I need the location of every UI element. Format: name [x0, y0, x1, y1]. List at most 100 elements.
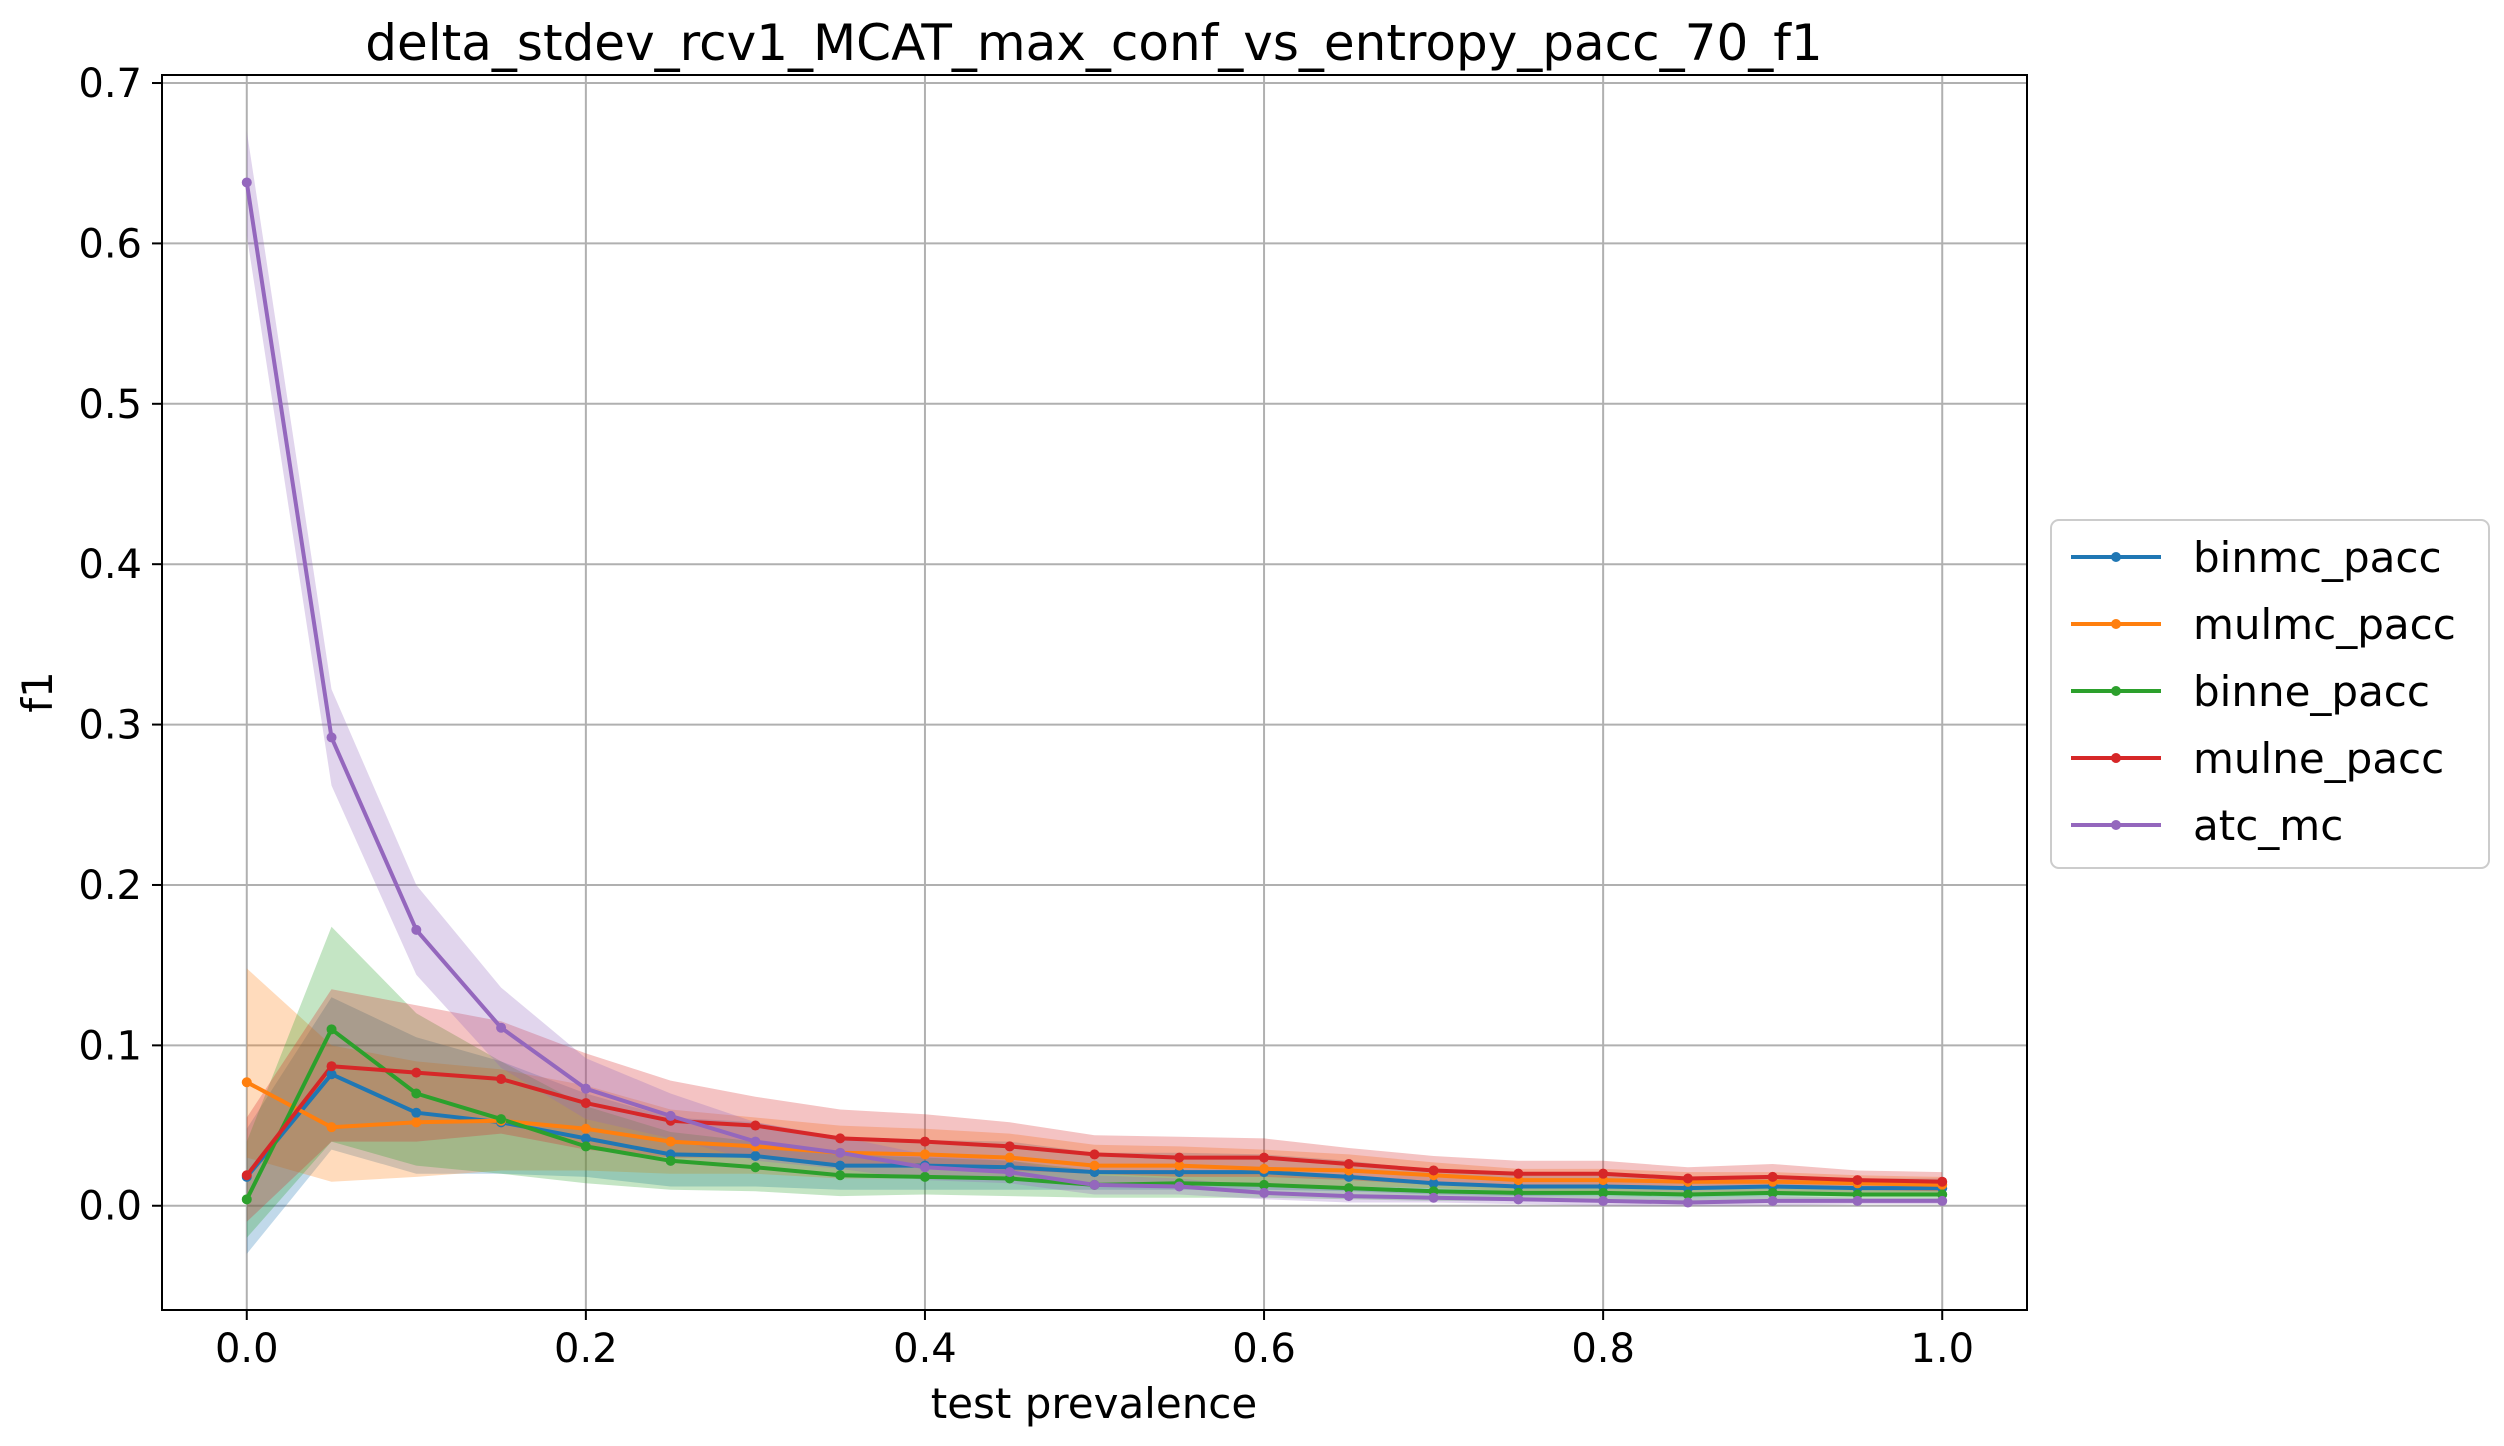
point-atc_mc	[1513, 1194, 1524, 1205]
point-atc_mc	[580, 1083, 591, 1094]
legend-marker-atc_mc	[2111, 820, 2121, 830]
point-mulne_pacc	[1343, 1159, 1354, 1170]
legend-box	[2050, 519, 2490, 869]
point-atc_mc	[1937, 1195, 1948, 1206]
legend: binmc_pacc mulmc_pacc binne_pacc mulne_pacc…	[2050, 519, 2490, 869]
x-tick-label: 1.0	[1910, 1326, 1974, 1372]
x-axis-label: test prevalence	[931, 1379, 1258, 1428]
point-atc_mc	[1852, 1195, 1863, 1206]
point-mulne_pacc	[1682, 1173, 1693, 1184]
point-binne_pacc	[1259, 1179, 1270, 1190]
point-binne_pacc	[1598, 1187, 1609, 1198]
point-atc_mc	[411, 924, 422, 935]
point-binne_pacc	[835, 1170, 846, 1181]
point-atc_mc	[665, 1110, 676, 1121]
y-tick-label: 0.0	[78, 1184, 142, 1230]
point-binne_pacc	[1343, 1183, 1354, 1194]
point-mulne_pacc	[1004, 1141, 1015, 1152]
point-mulne_pacc	[1428, 1165, 1439, 1176]
point-mulne_pacc	[1767, 1171, 1778, 1182]
point-mulmc_pacc	[1259, 1163, 1270, 1174]
point-binne_pacc	[411, 1088, 422, 1099]
point-binne_pacc	[750, 1162, 761, 1173]
grid	[162, 75, 2027, 1310]
point-binne_pacc	[241, 1194, 252, 1205]
point-mulne_pacc	[1937, 1176, 1948, 1187]
point-mulne_pacc	[496, 1074, 507, 1085]
point-binmc_pacc	[411, 1107, 422, 1118]
point-binmc_pacc	[750, 1151, 761, 1162]
point-mulmc_pacc	[1174, 1160, 1185, 1171]
point-atc_mc	[750, 1136, 761, 1147]
point-atc_mc	[1428, 1192, 1439, 1203]
y-tick-label: 0.1	[78, 1023, 142, 1069]
point-mulne_pacc	[411, 1067, 422, 1078]
x-tick-label: 0.0	[215, 1326, 279, 1372]
point-binne_pacc	[496, 1114, 507, 1125]
legend-label-mulne_pacc: mulne_pacc	[2193, 734, 2444, 783]
point-mulne_pacc	[326, 1061, 337, 1072]
point-binne_pacc	[665, 1155, 676, 1166]
point-mulne_pacc	[241, 1170, 252, 1181]
point-binne_pacc	[1682, 1189, 1693, 1200]
x-tick-label: 0.8	[1571, 1326, 1635, 1372]
point-atc_mc	[1089, 1179, 1100, 1190]
point-mulne_pacc	[919, 1136, 930, 1147]
point-atc_mc	[1682, 1197, 1693, 1208]
point-mulmc_pacc	[326, 1122, 337, 1133]
legend-items: binmc_pacc mulmc_pacc binne_pacc mulne_pacc…	[2071, 533, 2456, 850]
point-mulne_pacc	[1174, 1152, 1185, 1163]
y-tick-label: 0.7	[78, 61, 142, 107]
y-tick-label: 0.3	[78, 703, 142, 749]
legend-label-binne_pacc: binne_pacc	[2193, 667, 2430, 716]
legend-label-mulmc_pacc: mulmc_pacc	[2193, 600, 2456, 649]
point-mulne_pacc	[580, 1098, 591, 1109]
point-atc_mc	[241, 177, 252, 188]
plot-frame	[161, 74, 2028, 1311]
series-points	[241, 177, 1948, 1208]
point-atc_mc	[1174, 1181, 1185, 1192]
point-atc_mc	[1004, 1167, 1015, 1178]
point-atc_mc	[1598, 1195, 1609, 1206]
point-binmc_pacc	[835, 1160, 846, 1171]
point-atc_mc	[835, 1147, 846, 1158]
legend-marker-mulmc_pacc	[2111, 619, 2121, 629]
point-atc_mc	[1343, 1191, 1354, 1202]
y-tick-label: 0.2	[78, 863, 142, 909]
x-tick-label: 0.6	[1232, 1326, 1296, 1372]
y-tick-label: 0.4	[78, 542, 142, 588]
point-atc_mc	[1767, 1195, 1778, 1206]
point-binmc_pacc	[580, 1133, 591, 1144]
chart-title: delta_stdev_rcv1_MCAT_max_conf_vs_entrop…	[365, 14, 1822, 72]
point-binne_pacc	[919, 1171, 930, 1182]
point-binne_pacc	[580, 1141, 591, 1152]
y-axis-label: f1	[13, 671, 62, 713]
x-axis: 0.0 0.2 0.4 0.6 0.8 1.0	[215, 1310, 1974, 1372]
point-atc_mc	[1259, 1187, 1270, 1198]
legend-label-atc_mc: atc_mc	[2193, 801, 2343, 850]
point-mulne_pacc	[1089, 1149, 1100, 1160]
x-tick-label: 0.4	[893, 1326, 957, 1372]
band-mulne_pacc	[246, 989, 1943, 1222]
point-atc_mc	[919, 1162, 930, 1173]
point-binne_pacc	[326, 1024, 337, 1035]
point-mulne_pacc	[1513, 1168, 1524, 1179]
point-mulne_pacc	[1259, 1152, 1270, 1163]
y-axis: 0.0 0.1 0.2 0.3 0.4 0.5 0.6 0.7	[78, 61, 162, 1230]
legend-marker-mulne_pacc	[2111, 753, 2121, 763]
point-atc_mc	[326, 732, 337, 743]
point-atc_mc	[496, 1022, 507, 1033]
x-tick-label: 0.2	[554, 1326, 618, 1372]
legend-marker-binne_pacc	[2111, 686, 2121, 696]
legend-marker-binmc_pacc	[2111, 552, 2121, 562]
point-binne_pacc	[1767, 1187, 1778, 1198]
point-mulmc_pacc	[1004, 1152, 1015, 1163]
point-mulmc_pacc	[580, 1123, 591, 1134]
point-binmc_pacc	[1428, 1178, 1439, 1189]
point-binmc_pacc	[326, 1069, 337, 1080]
plot-area	[161, 74, 2028, 1311]
point-mulne_pacc	[750, 1120, 761, 1131]
y-tick-label: 0.6	[78, 221, 142, 267]
point-mulne_pacc	[1852, 1175, 1863, 1186]
